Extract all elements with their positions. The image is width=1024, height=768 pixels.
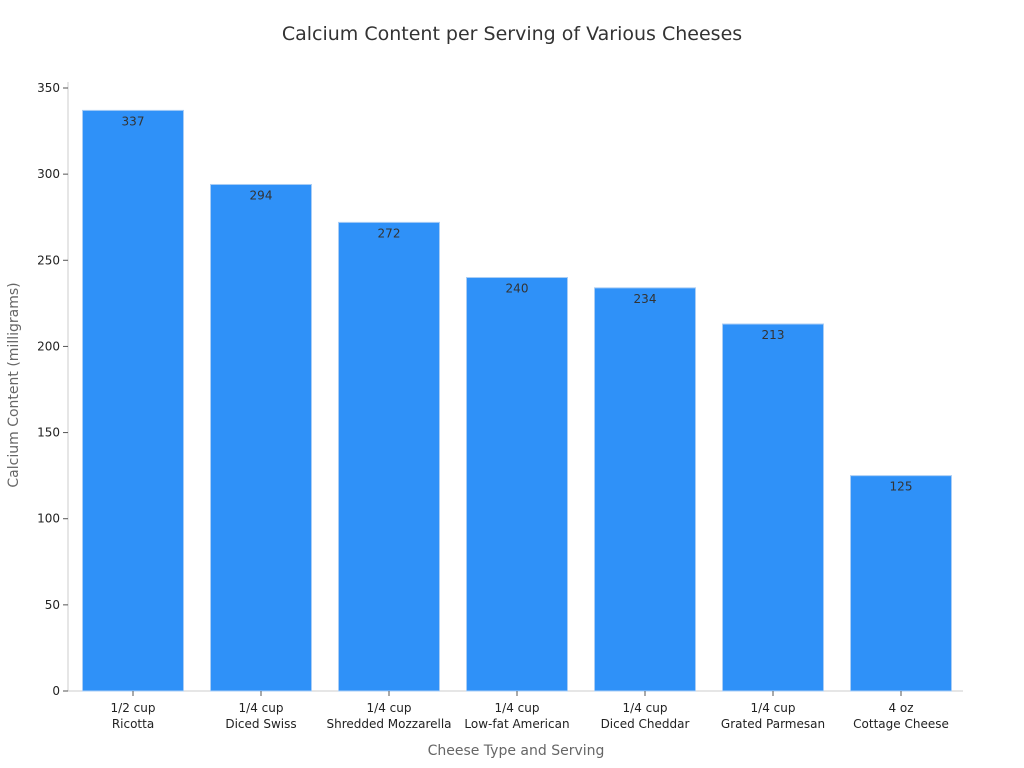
x-tick-label: Ricotta [112, 717, 154, 731]
y-tick-label: 0 [52, 684, 60, 698]
y-axis-label: Calcium Content (milligrams) [6, 282, 22, 487]
x-tick-label: 1/4 cup [367, 701, 412, 715]
bar [82, 109, 184, 692]
data-label: 213 [762, 328, 785, 342]
chart-title: Calcium Content per Serving of Various C… [282, 23, 742, 45]
y-tick-label: 200 [37, 339, 60, 353]
y-tick-label: 100 [37, 512, 60, 526]
x-tick-label: Diced Swiss [225, 717, 296, 731]
y-tick-label: 50 [45, 598, 60, 612]
data-label: 234 [634, 292, 657, 306]
x-tick-label: 1/4 cup [751, 701, 796, 715]
x-tick-label: Cottage Cheese [853, 717, 949, 731]
x-tick-label: Shredded Mozzarella [326, 717, 451, 731]
x-axis-label: Cheese Type and Serving [428, 743, 605, 759]
data-label: 337 [122, 114, 145, 128]
x-tick-label: 1/4 cup [495, 701, 540, 715]
data-label: 272 [378, 226, 401, 240]
data-label: 294 [250, 188, 273, 202]
y-tick-label: 150 [37, 426, 60, 440]
x-tick-label: Diced Cheddar [601, 717, 690, 731]
bar [466, 277, 568, 692]
y-tick-label: 350 [37, 81, 60, 95]
bar [850, 475, 952, 692]
x-tick-label: 1/4 cup [239, 701, 284, 715]
x-tick-label: Low-fat American [464, 717, 569, 731]
bar [722, 323, 824, 692]
y-tick-label: 300 [37, 167, 60, 181]
bar [338, 221, 440, 692]
x-tick-label: Grated Parmesan [721, 717, 825, 731]
y-tick-label: 250 [37, 253, 60, 267]
data-label: 240 [506, 282, 529, 296]
data-label: 125 [890, 480, 913, 494]
x-tick-label: 1/4 cup [623, 701, 668, 715]
bar [594, 287, 696, 692]
x-tick-label: 1/2 cup [111, 701, 156, 715]
x-tick-label: 4 oz [888, 701, 913, 715]
bar [210, 183, 312, 692]
